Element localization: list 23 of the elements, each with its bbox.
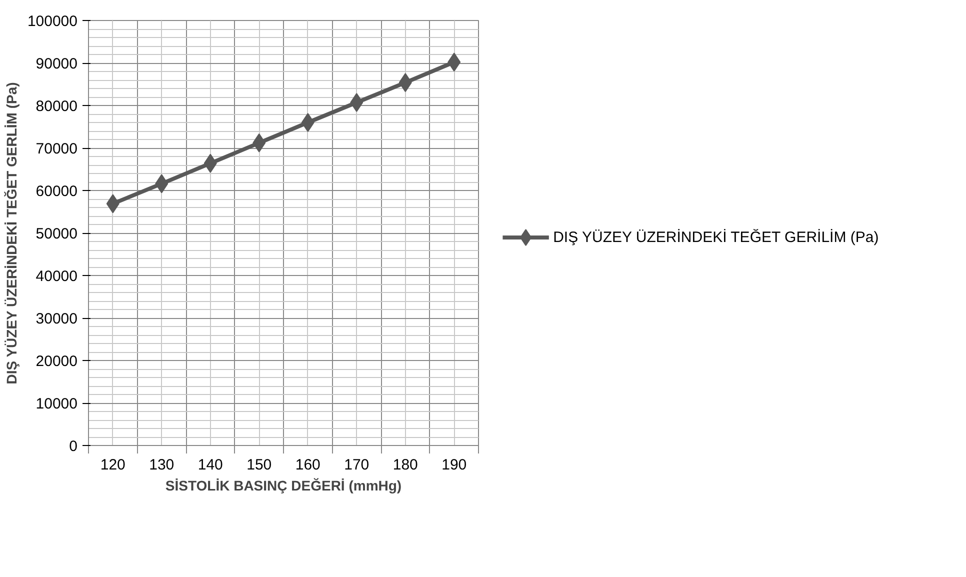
- x-axis-title: SİSTOLİK BASINÇ DEĞERİ (mmHg): [165, 478, 402, 494]
- x-tick-label: 170: [344, 456, 370, 474]
- y-tick-label: 60000: [36, 183, 78, 200]
- y-axis-title: DIŞ YÜZEY ÜZERİNDEKİ TEĞET GERLİM (Pa): [3, 82, 20, 384]
- y-tick-label: 0: [69, 438, 78, 455]
- y-tick-label: 40000: [36, 268, 78, 285]
- x-tick-label: 180: [392, 456, 418, 474]
- x-tick-label: 130: [149, 456, 174, 474]
- y-tick-label: 10000: [36, 396, 78, 412]
- y-tick-label: 90000: [36, 56, 78, 72]
- x-tick-label: 150: [246, 456, 272, 474]
- legend-label: DIŞ YÜZEY ÜZERİNDEKİ TEĞET GERİLİM (Pa): [553, 228, 879, 246]
- y-tick-label: 80000: [36, 98, 78, 115]
- y-tick-label: 30000: [36, 310, 78, 328]
- x-tick-label: 120: [100, 456, 126, 474]
- x-tick-label: 160: [295, 456, 320, 474]
- y-tick-label: 100000: [27, 13, 78, 30]
- x-tick-label: 190: [442, 456, 467, 474]
- y-tick-label: 70000: [36, 140, 78, 158]
- point: [301, 113, 314, 132]
- y-tick-label: 50000: [36, 226, 78, 242]
- y-tick-label: 20000: [36, 353, 78, 370]
- x-tick-label: 140: [198, 456, 223, 474]
